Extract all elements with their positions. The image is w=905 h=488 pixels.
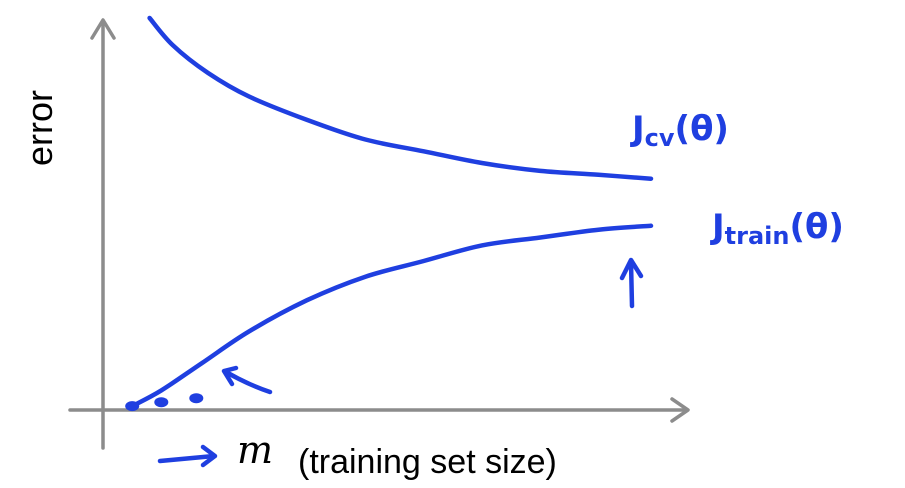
series-label-jtrain-subscript: train xyxy=(725,222,790,250)
x-axis-arrowhead xyxy=(670,397,690,423)
x-axis-label: (training set size) xyxy=(298,443,557,481)
training-point-2 xyxy=(154,397,169,408)
series-label-jtrain: Jtrain(θ) xyxy=(710,207,844,250)
training-point-1 xyxy=(125,401,140,412)
series-label-jtrain-theta: (θ) xyxy=(789,207,843,247)
y-axis-label: error xyxy=(19,90,60,166)
training-point-3 xyxy=(189,393,204,404)
series-label-jcv-subscript: cv xyxy=(645,124,675,152)
annotation-arrow-up-icon xyxy=(619,257,644,309)
series-label-jcv-symbol: J xyxy=(630,109,645,149)
series-label-jtrain-symbol: J xyxy=(710,207,725,247)
series-label-jcv-theta: (θ) xyxy=(675,109,729,149)
training-points xyxy=(125,393,204,412)
series-line-jtrain xyxy=(129,223,654,409)
series-label-jcv: Jcv(θ) xyxy=(630,109,729,152)
y-axis-arrowhead xyxy=(90,18,116,40)
annotation-arrow-left-icon xyxy=(221,365,273,395)
x-axis-pointer-arrow-icon xyxy=(157,444,218,468)
series-line-jcv xyxy=(147,15,654,181)
x-axis-variable: m xyxy=(237,428,273,472)
